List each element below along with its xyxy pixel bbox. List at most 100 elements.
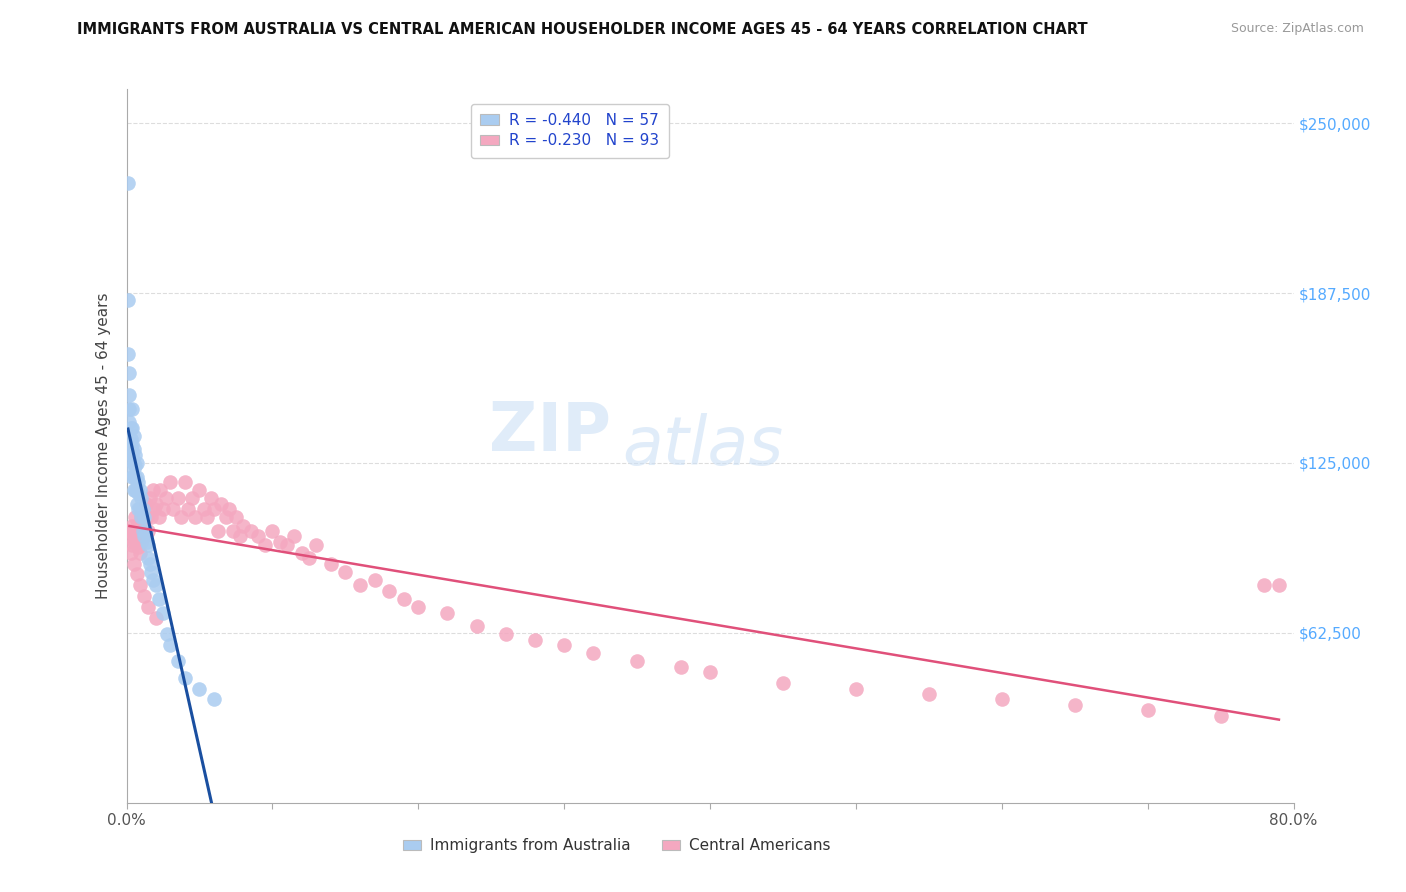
Point [128,502,150,516]
Point [125,534,148,549]
Point [131,502,153,516]
Point [159,638,181,652]
Point [239,524,262,538]
Point [408,600,430,615]
Point [159,475,181,489]
Point [125,469,148,483]
Point [127,475,149,489]
Point [349,578,371,592]
Point [225,510,247,524]
Point [1268,578,1291,592]
Point [125,567,148,582]
Point [129,491,152,506]
Point [124,529,146,543]
Point [142,573,165,587]
Point [129,510,152,524]
Point [495,627,517,641]
Point [436,606,458,620]
Point [141,565,163,579]
Point [118,415,141,429]
Point [139,557,162,571]
Y-axis label: Householder Income Ages 45 - 64 years: Householder Income Ages 45 - 64 years [96,293,111,599]
Point [246,529,269,543]
Point [174,475,197,489]
Point [127,502,149,516]
Point [138,600,160,615]
Point [138,524,160,538]
Point [129,534,152,549]
Point [148,510,170,524]
Point [202,692,225,706]
Point [215,510,238,524]
Point [131,524,153,538]
Point [181,491,204,506]
Point [132,529,155,543]
Point [120,453,142,467]
Point [184,510,207,524]
Point [121,448,143,462]
Point [262,524,284,538]
Point [699,665,721,680]
Point [166,491,188,506]
Point [229,529,252,543]
Text: Source: ZipAtlas.com: Source: ZipAtlas.com [1230,22,1364,36]
Point [152,502,174,516]
Point [132,529,155,543]
Point [202,502,225,516]
Text: IMMIGRANTS FROM AUSTRALIA VS CENTRAL AMERICAN HOUSEHOLDER INCOME AGES 45 - 64 YE: IMMIGRANTS FROM AUSTRALIA VS CENTRAL AME… [77,22,1088,37]
Point [122,483,145,498]
Point [169,510,191,524]
Point [128,529,150,543]
Point [118,524,141,538]
Point [290,546,312,560]
Point [149,483,172,498]
Point [127,486,149,500]
Point [553,638,575,652]
Point [145,611,167,625]
Point [465,619,488,633]
Point [134,497,156,511]
Point [121,518,143,533]
Point [990,692,1012,706]
Point [124,458,146,473]
Point [124,483,146,498]
Point [121,437,143,451]
Point [207,524,229,538]
Point [117,347,139,361]
Point [143,502,166,516]
Point [122,429,145,443]
Point [120,442,142,457]
Point [193,502,215,516]
Point [148,591,170,606]
Point [218,502,240,516]
Point [1209,708,1232,723]
Point [276,537,298,551]
Point [254,537,277,551]
Point [139,491,162,506]
Point [142,483,165,498]
Point [188,483,211,498]
Point [121,537,143,551]
Point [125,456,148,470]
Point [124,510,146,524]
Point [626,655,648,669]
Point [128,578,150,592]
Point [188,681,211,696]
Point [141,510,163,524]
Point [392,591,415,606]
Point [122,557,145,571]
Point [845,681,868,696]
Point [222,524,245,538]
Point [128,483,150,498]
Point [582,646,605,660]
Point [131,524,153,538]
Point [121,469,143,483]
Point [1136,703,1159,717]
Point [118,388,141,402]
Point [129,510,152,524]
Point [125,483,148,498]
Point [305,537,328,551]
Point [1063,698,1085,712]
Point [378,583,401,598]
Point [117,176,139,190]
